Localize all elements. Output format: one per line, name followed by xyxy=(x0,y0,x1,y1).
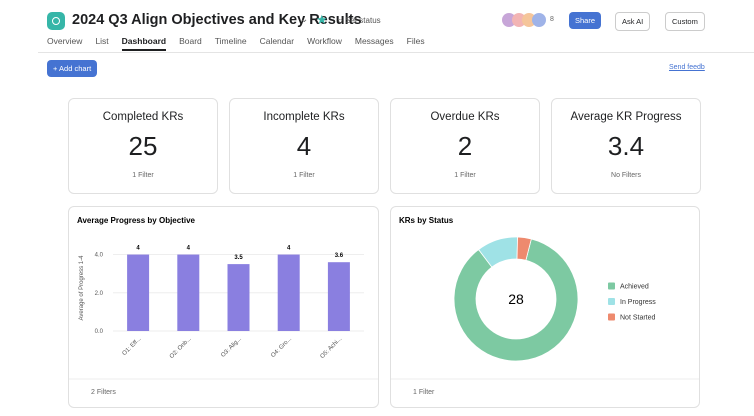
bar xyxy=(227,264,250,331)
chart-filter: 2 Filters xyxy=(91,389,116,396)
metric-filter: No Filters xyxy=(611,172,641,179)
metric-card: Overdue KRs 2 1 Filter xyxy=(390,98,540,194)
send-feedback-link[interactable]: Send feedb xyxy=(669,64,705,71)
add-chart-button[interactable]: + Add chart xyxy=(47,60,98,77)
favorite-star[interactable]: ★ xyxy=(316,12,328,27)
metric-title: Average KR Progress xyxy=(570,111,682,123)
tab[interactable]: Timeline xyxy=(214,36,247,46)
y-tick-label: 0.0 xyxy=(95,329,104,335)
chart-filter: 1 Filter xyxy=(413,389,435,396)
tab[interactable]: Calendar xyxy=(259,36,295,46)
y-tick-label: 2.0 xyxy=(95,291,104,297)
y-axis-label: Average of Progress 1-4 xyxy=(79,255,85,321)
bar-chart: Average Progress by Objective Average of … xyxy=(69,216,378,396)
donut-chart: KRs by Status Achieved In Progress Not Star… xyxy=(391,216,699,396)
bar xyxy=(327,262,350,331)
metric-filter: 1 Filter xyxy=(132,172,154,179)
project-icon xyxy=(47,12,65,30)
tab[interactable]: Dashboard xyxy=(121,36,167,51)
metric-filter: 1 Filter xyxy=(293,172,315,179)
ask-ai-button[interactable]: Ask AI xyxy=(615,12,651,31)
member-count: 8 xyxy=(550,16,554,23)
x-tick-label: O1: Eff... xyxy=(122,336,143,357)
x-tick-label: O3: Alig... xyxy=(220,336,243,359)
x-tick-label: O5: Achi... xyxy=(319,336,343,360)
legend-swatch xyxy=(608,282,615,290)
tab[interactable]: Messages xyxy=(354,36,394,46)
metric-value: 3.4 xyxy=(607,131,645,161)
bar xyxy=(127,254,150,331)
metric-title: Incomplete KRs xyxy=(263,111,345,123)
metric-card: Incomplete KRs 4 1 Filter xyxy=(229,98,379,194)
set-status[interactable]: ○ Set status xyxy=(338,16,381,25)
metric-title: Overdue KRs xyxy=(430,111,500,123)
donut-slice xyxy=(453,238,579,362)
bar-value-label: 4 xyxy=(187,246,191,252)
legend-swatch xyxy=(608,298,615,305)
bar xyxy=(277,254,300,331)
legend-label: In Progress xyxy=(620,299,656,306)
bar-value-label: 3.5 xyxy=(234,255,243,261)
chart-title: Average Progress by Objective xyxy=(77,216,196,225)
share-button[interactable]: Share xyxy=(569,12,602,29)
bar xyxy=(177,254,200,331)
metric-title: Completed KRs xyxy=(102,111,184,123)
tab[interactable]: Files xyxy=(406,36,425,46)
tab[interactable]: Overview xyxy=(47,36,83,46)
donut-total: 28 xyxy=(508,291,524,307)
x-tick-label: O2: Onb... xyxy=(169,336,193,360)
metric-card: Average KR Progress 3.4 No Filters xyxy=(551,98,701,194)
donut-chart-card: KRs by Status Achieved In Progress Not Star… xyxy=(390,206,700,408)
tab[interactable]: List xyxy=(95,36,109,46)
divider xyxy=(38,52,754,53)
title-dropdown[interactable]: ⌄ xyxy=(300,14,309,25)
tab[interactable]: Board xyxy=(179,36,202,46)
legend-swatch xyxy=(608,313,615,321)
legend-label: Not Started xyxy=(620,315,656,322)
bar-value-label: 4 xyxy=(136,246,140,252)
chart-title: KRs by Status xyxy=(399,216,454,225)
status-text: Set status xyxy=(345,16,381,25)
metric-filter: 1 Filter xyxy=(454,172,476,179)
bar-chart-card: Average Progress by Objective Average of … xyxy=(68,206,379,408)
customize-button[interactable]: Custom xyxy=(665,12,705,31)
x-tick-label: O4: Gro... xyxy=(270,336,293,359)
donut-slice xyxy=(516,236,532,261)
legend-label: Achieved xyxy=(620,284,649,291)
project-title: 2024 Q3 Align Objectives and Key Results xyxy=(72,12,362,28)
bar-value-label: 4 xyxy=(287,246,291,252)
members[interactable]: 8 xyxy=(502,13,554,27)
metric-value: 4 xyxy=(296,131,312,161)
y-tick-label: 4.0 xyxy=(95,253,104,259)
tab-bar: Overview List Dashboard Board Timeline Calend… xyxy=(47,36,425,51)
tab[interactable]: Workflow xyxy=(307,36,342,46)
metric-card: Completed KRs 25 1 Filter xyxy=(68,98,218,194)
bar-value-label: 3.6 xyxy=(335,253,344,259)
metric-value: 25 xyxy=(128,131,158,161)
metric-value: 2 xyxy=(457,131,473,161)
